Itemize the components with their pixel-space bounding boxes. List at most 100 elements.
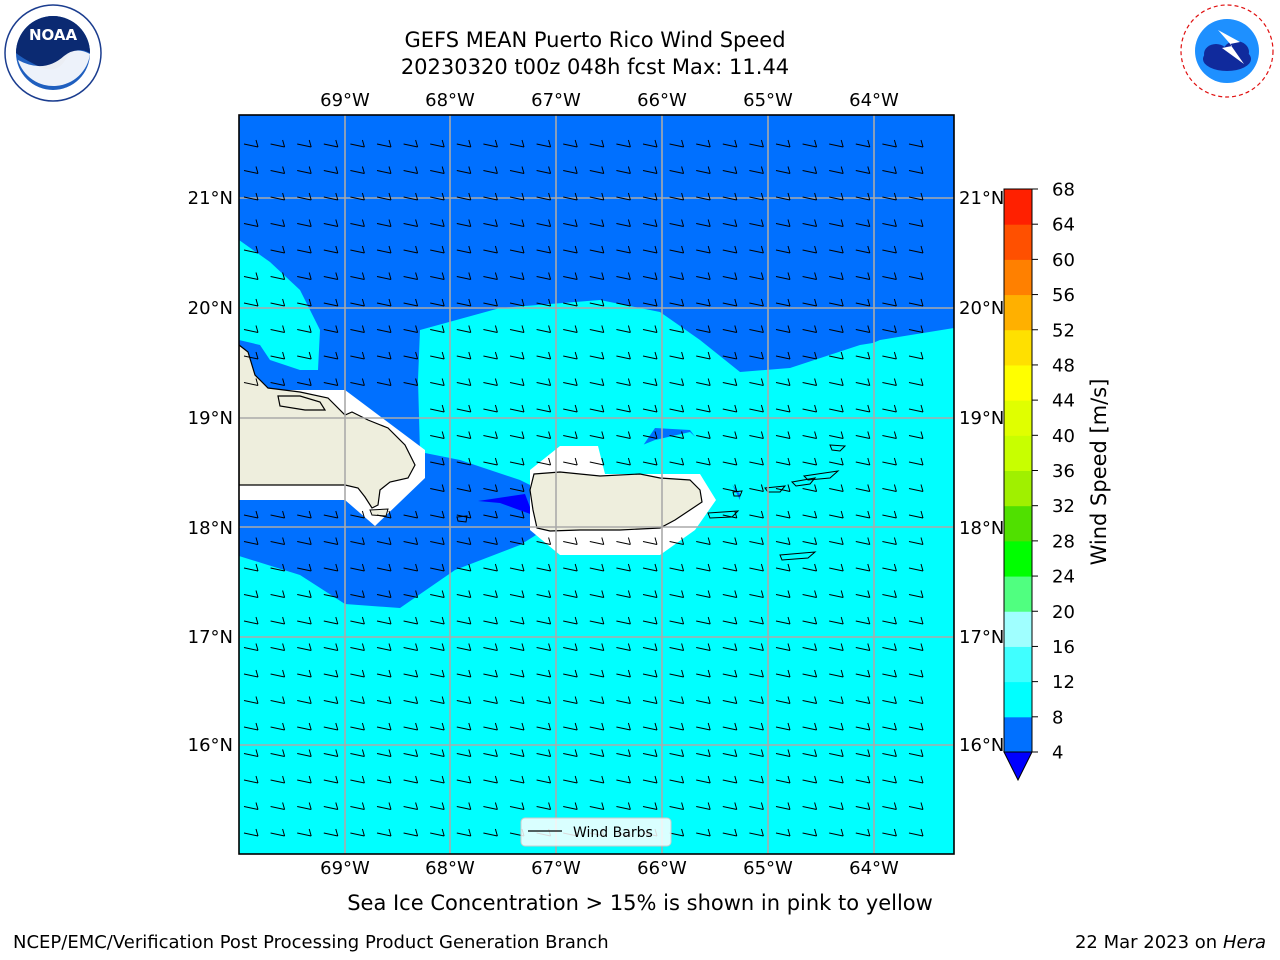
footer-machine: Hera	[1222, 932, 1266, 953]
wind-barb	[243, 749, 259, 757]
wind-barb	[350, 378, 365, 386]
wind-barb	[855, 563, 871, 572]
wind-barb	[775, 775, 791, 784]
wind-barb	[270, 245, 286, 254]
wind-barb	[669, 192, 685, 201]
wind-barb	[802, 166, 818, 174]
wind-barb	[376, 510, 392, 519]
wind-barb	[722, 696, 738, 704]
wind-barb	[483, 722, 498, 731]
colorbar-segment	[1004, 364, 1032, 401]
wind-barb	[430, 219, 445, 227]
wind-barb	[642, 775, 658, 784]
wind-barb	[403, 643, 419, 651]
colorbar-tick-label: 4	[1052, 743, 1063, 764]
wind-barb	[829, 378, 844, 386]
wind-barb	[563, 749, 578, 757]
lat-label-left: 16°N	[188, 735, 233, 756]
wind-barb	[509, 775, 525, 784]
wind-barb	[696, 351, 711, 360]
wind-barb	[802, 192, 818, 201]
wind-barb	[350, 775, 365, 784]
wind-barb	[509, 219, 525, 227]
wind-barb	[722, 245, 738, 254]
wind-barb	[775, 192, 791, 201]
wind-barb	[616, 378, 631, 386]
wind-barb	[483, 219, 498, 227]
wind-barb	[589, 431, 605, 439]
wind-barb	[775, 510, 791, 519]
wind-barb	[243, 775, 259, 784]
wind-barb	[270, 219, 286, 227]
wind-barb	[722, 537, 738, 545]
anegada-island	[829, 444, 847, 452]
wind-barb	[297, 722, 312, 731]
wind-barb	[483, 537, 498, 545]
wind-barb	[403, 722, 419, 731]
wind-barb	[908, 298, 924, 307]
wind-barb	[483, 643, 498, 651]
wind-barb	[509, 404, 525, 413]
wind-barb	[430, 669, 445, 678]
wind-barb	[376, 696, 392, 704]
wind-barb	[536, 245, 552, 254]
wind-barb	[270, 802, 286, 810]
wind-barb	[297, 775, 312, 784]
wind-barb	[376, 325, 392, 333]
wind-barb	[855, 537, 871, 545]
wind-barb	[483, 484, 498, 492]
wind-barb	[589, 166, 605, 174]
wind-barb	[749, 351, 764, 360]
wind-barb	[775, 616, 791, 625]
wind-barb	[829, 590, 844, 598]
wind-barb	[376, 616, 392, 625]
wind-barb	[350, 325, 365, 333]
wind-barb	[403, 272, 419, 280]
wind-barb	[270, 563, 286, 572]
wind-barb	[775, 272, 791, 280]
wind-barb	[829, 802, 844, 810]
wind-barb	[669, 219, 685, 227]
wind-barb	[669, 245, 685, 254]
wind-barb	[350, 828, 365, 837]
wind-barb	[696, 537, 711, 545]
wind-barb	[802, 431, 818, 439]
lat-label-left: 17°N	[188, 627, 233, 648]
wind-barb	[749, 828, 764, 837]
wind-barb	[403, 510, 419, 519]
wind-barb	[589, 245, 605, 254]
wind-barb	[323, 802, 339, 810]
wind-barb	[696, 802, 711, 810]
wind-barb	[403, 139, 419, 148]
wind-barb	[749, 192, 764, 201]
wind-barb	[403, 378, 419, 386]
wind-barb	[775, 139, 791, 148]
wind-barb	[589, 351, 605, 360]
wind-barb	[563, 802, 578, 810]
wind-barb	[509, 669, 525, 678]
wind-barb	[376, 139, 392, 148]
wind-barb	[430, 696, 445, 704]
wind-barb	[802, 563, 818, 572]
colorbar-segment	[1004, 505, 1032, 542]
wind-barb	[483, 139, 498, 148]
wind-barb	[616, 590, 631, 598]
wind-barb	[616, 643, 631, 651]
wind-barb	[350, 722, 365, 731]
sea-ice-caption: Sea Ice Concentration > 15% is shown in …	[347, 891, 933, 915]
colorbar-segment	[1004, 435, 1032, 471]
wind-barb	[855, 590, 871, 598]
wind-barb	[536, 537, 552, 545]
wind-barb	[642, 192, 658, 201]
wind-barb	[616, 404, 631, 413]
wind-barb	[882, 643, 897, 651]
wind-barb	[403, 669, 419, 678]
wind-barb	[855, 828, 871, 837]
wind-barb	[536, 457, 552, 466]
wind-barb	[802, 298, 818, 307]
wind-barb	[908, 802, 924, 810]
wind-barb	[243, 298, 259, 307]
wind-barb	[536, 643, 552, 651]
wind-barb	[722, 192, 738, 201]
wind-barb	[536, 325, 552, 333]
